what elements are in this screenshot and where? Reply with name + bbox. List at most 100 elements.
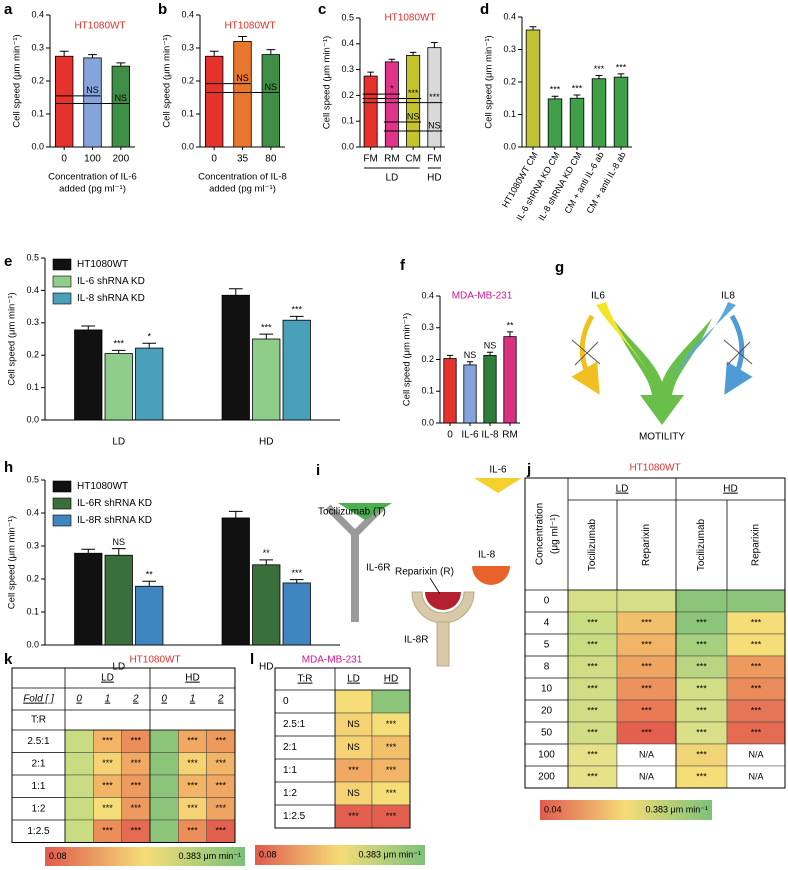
- legend-swatch: [52, 480, 72, 493]
- error-bar: [446, 354, 454, 359]
- cell-text: ***: [216, 781, 227, 791]
- cell-text: ***: [187, 826, 198, 836]
- row-label: 2.5:1: [27, 736, 50, 747]
- y-tick-label: 0.0: [341, 141, 354, 151]
- bar: [591, 78, 607, 148]
- il8-swoosh: [672, 302, 736, 378]
- cell-text: ***: [696, 771, 707, 781]
- error-bar: [228, 510, 243, 518]
- fold-value: 0: [76, 694, 82, 705]
- error-bar: [388, 58, 396, 62]
- bar: [261, 54, 281, 148]
- error-bar: [209, 50, 219, 57]
- cell-text: ***: [696, 705, 707, 715]
- cell-text: ***: [386, 719, 397, 729]
- diagram-label: MOTILITY: [639, 432, 685, 443]
- y-tick-label: 0.3: [31, 42, 44, 52]
- table-title: HT1080WT: [629, 463, 680, 474]
- error-bar: [238, 35, 247, 42]
- cell-text: ***: [587, 639, 598, 649]
- cell-text: ***: [216, 758, 227, 768]
- error-bar: [266, 49, 276, 55]
- panel-letter: h: [4, 459, 13, 476]
- bar: [111, 65, 131, 148]
- cell-text: ***: [587, 617, 598, 627]
- x-tick-label: HD: [259, 437, 273, 448]
- significance-label: NS: [236, 73, 249, 83]
- column-label: LD: [347, 674, 360, 685]
- row-label: 2:1: [283, 742, 297, 753]
- cell-text: ***: [386, 788, 397, 798]
- cell-text: ***: [587, 771, 598, 781]
- heat-cell: [675, 589, 728, 613]
- row-label: 20: [541, 706, 553, 717]
- y-tick-label: 0.2: [181, 75, 194, 85]
- bar: [83, 57, 102, 148]
- panel-letter: f: [400, 257, 406, 274]
- x-tick-label: 80: [265, 154, 277, 165]
- cell-text: ***: [102, 758, 113, 768]
- row-label: 1:1: [283, 765, 297, 776]
- legend-swatch: [52, 292, 72, 305]
- x-tick-label: 100: [84, 154, 101, 165]
- bar: [135, 347, 164, 421]
- colorbar-min: 0.08: [259, 849, 277, 859]
- block-mark: [571, 339, 601, 366]
- panel-letter: d: [480, 1, 489, 18]
- y-axis-label: Cell speed (μm min⁻¹): [162, 34, 173, 127]
- legend-label: IL-6 shRNA KD: [77, 276, 145, 287]
- y-tick-label: 0.1: [503, 109, 516, 119]
- error-bar: [573, 94, 581, 99]
- block-mark: [723, 339, 753, 366]
- significance-label: **: [146, 570, 154, 580]
- x-tick-label: IL-6: [461, 430, 479, 441]
- cell-text: ***: [386, 765, 397, 775]
- significance-label: NS: [265, 82, 278, 92]
- error-bar: [289, 579, 304, 583]
- error-bar: [431, 42, 438, 48]
- heat-cell: [149, 819, 179, 843]
- bar: [233, 41, 252, 148]
- row-label: 1:2: [32, 803, 46, 814]
- bar: [204, 55, 224, 148]
- y-tick-label: 0.2: [421, 354, 434, 364]
- bar: [74, 329, 103, 421]
- cell-text: ***: [131, 803, 142, 813]
- motility-arrow: [612, 318, 712, 425]
- panel-letter: e: [4, 253, 12, 270]
- table-border: [274, 667, 411, 829]
- row-label: 50: [541, 728, 553, 739]
- cell-text: ***: [696, 661, 707, 671]
- legend-swatch: [52, 258, 72, 271]
- bar: [443, 358, 457, 424]
- row-label: 200: [538, 772, 555, 783]
- heat-cell: [334, 689, 373, 714]
- y-tick-label: 0.2: [26, 350, 39, 360]
- x-axis-label: Concentration of IL-6: [48, 172, 137, 183]
- y-tick-label: 0.0: [31, 141, 44, 151]
- bar: [406, 55, 421, 148]
- significance-label: ***: [572, 83, 583, 93]
- cell-text: ***: [641, 617, 652, 627]
- x-tick-label: 35: [237, 154, 249, 165]
- diagram-i: i IL-6 Tocilizumab (T) IL-6R IL-8 Repari…: [316, 462, 522, 667]
- row-label: 0: [544, 596, 550, 607]
- y-tick-label: 0.0: [181, 141, 194, 151]
- bar: [135, 585, 164, 646]
- heat-cell: [64, 797, 94, 821]
- ratio-label: T:R: [31, 715, 46, 726]
- diagram-label: Tocilizumab (T): [318, 507, 386, 518]
- colorbar: [255, 845, 425, 865]
- error-bar: [88, 54, 97, 58]
- y-axis-label: Cell speed (μm min⁻¹): [484, 35, 495, 128]
- diagram-label: IL-6R: [366, 563, 390, 574]
- significance-label: ***: [550, 85, 561, 95]
- column-label: Tocilizumab: [696, 518, 707, 571]
- row-label: 1:2.5: [283, 811, 306, 822]
- colorbar-max: 0.383 μm min⁻¹: [359, 849, 421, 859]
- cell-text: ***: [187, 803, 198, 813]
- x-tick-label: RM: [384, 154, 400, 165]
- cell-text: ***: [348, 765, 359, 775]
- corner-label: Concentration: [535, 503, 546, 565]
- row-label: 0: [283, 696, 289, 707]
